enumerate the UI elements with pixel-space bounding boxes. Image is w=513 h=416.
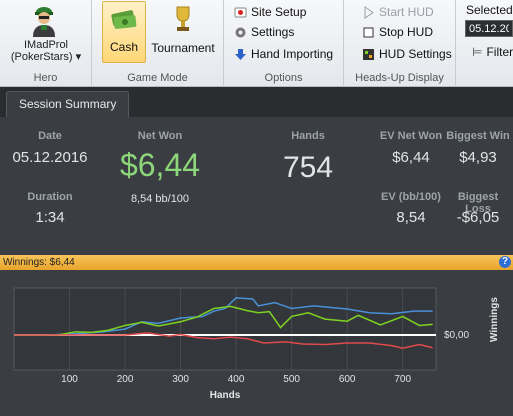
- x-tick-label: 100: [61, 374, 78, 385]
- selected-label: Selected: [466, 3, 513, 17]
- hud-settings-label: HUD Settings: [379, 47, 452, 61]
- x-tick-label: 600: [339, 374, 356, 385]
- date-value: 05.12.2016: [12, 149, 88, 166]
- y-tick-label: $0,00: [444, 330, 469, 341]
- winnings-header: Winnings: $6,44 ?: [0, 255, 513, 270]
- filter-label: Filter: [486, 45, 513, 59]
- x-tick-label: 200: [117, 374, 134, 385]
- stop-icon: [363, 27, 374, 37]
- filter-button[interactable]: ⊨ Filter: [472, 44, 513, 60]
- options-group: Site Setup Settings Hand Importing Optio…: [224, 0, 344, 87]
- duration-value: 1:34: [35, 209, 65, 226]
- biggest-loss-value: -$6,05: [456, 209, 500, 226]
- tournament-label: Tournament: [151, 41, 215, 55]
- settings-label: Settings: [251, 25, 295, 39]
- ev-bb-value: 8,54: [396, 209, 426, 226]
- cash-button[interactable]: Cash: [102, 1, 146, 63]
- play-icon: [364, 5, 374, 19]
- tournament-button[interactable]: Tournament: [148, 1, 218, 63]
- tab-bar: Session Summary: [0, 87, 513, 117]
- stop-hud-button[interactable]: Stop HUD: [362, 24, 433, 40]
- net-won-bb-value: 8,54 bb/100: [130, 193, 190, 205]
- trophy-icon: [176, 6, 190, 31]
- series-group: [14, 297, 433, 350]
- settings-button[interactable]: Settings: [234, 24, 294, 40]
- hud-settings-button[interactable]: HUD Settings: [362, 46, 452, 62]
- ribbon-toolbar: IMadProl (PokerStars) ▾ Hero Cash Tourna…: [0, 0, 513, 87]
- ev-net-won-label: EV Net Won: [379, 130, 443, 142]
- help-icon[interactable]: ?: [499, 256, 511, 268]
- stop-hud-label: Stop HUD: [379, 25, 434, 39]
- plot-area: [13, 287, 437, 371]
- hands-value: 754: [282, 151, 334, 184]
- cash-label: Cash: [109, 40, 138, 54]
- winnings-chart: 100 200 300 400 500 600 700 $0,00 Winnings Han…: [0, 270, 513, 416]
- biggest-win-value: $4,93: [459, 149, 497, 166]
- net-won-label: Net Won: [137, 130, 183, 142]
- biggest-loss-label: Biggest Loss: [457, 191, 499, 215]
- ev-net-won-value: $6,44: [392, 149, 430, 166]
- biggest-win-label: Biggest Win: [446, 130, 510, 142]
- filter-icon: ⊨: [472, 45, 483, 59]
- x-tick-label: 700: [394, 374, 411, 385]
- hero-selector[interactable]: IMadProl (PokerStars) ▾: [0, 39, 92, 63]
- hero-site: (PokerStars): [10, 51, 73, 63]
- site-setup-button[interactable]: Site Setup: [234, 4, 306, 20]
- site-setup-label: Site Setup: [251, 5, 307, 19]
- money-icon: [111, 10, 137, 29]
- hero-group: IMadProl (PokerStars) ▾ Hero: [0, 0, 92, 87]
- series-line-3: [14, 332, 433, 350]
- hero-group-label: Hero: [33, 72, 58, 84]
- tab-session-summary[interactable]: Session Summary: [6, 91, 130, 117]
- site-setup-icon: [234, 7, 247, 17]
- net-won-value: $6,44: [119, 147, 201, 183]
- game-mode-group-label: Game Mode: [127, 72, 188, 84]
- import-arrow-icon: [235, 48, 246, 60]
- x-axis-label: Hands: [210, 390, 241, 401]
- hand-importing-button[interactable]: Hand Importing: [234, 46, 333, 62]
- x-tick-label: 300: [172, 374, 189, 385]
- ev-bb-label: EV (bb/100): [381, 191, 441, 203]
- hands-label: Hands: [291, 130, 325, 142]
- gear-icon: [235, 27, 246, 37]
- winnings-label: Winnings: $6,44: [3, 257, 75, 268]
- hud-group: Start HUD Stop HUD HUD Settings Heads-Up…: [344, 0, 456, 87]
- selected-date-input[interactable]: [465, 20, 513, 37]
- game-mode-group: Cash Tournament Game Mode: [92, 0, 224, 87]
- x-tick-labels: 100 200 300 400 500 600 700: [61, 374, 411, 385]
- date-label: Date: [38, 130, 62, 142]
- hand-importing-label: Hand Importing: [251, 47, 334, 61]
- hud-group-label: Heads-Up Display: [355, 72, 444, 84]
- session-summary-panel: Date 05.12.2016 Duration 1:34 Net Won $6…: [0, 117, 513, 255]
- duration-label: Duration: [27, 191, 73, 203]
- options-group-label: Options: [264, 72, 303, 84]
- hud-settings-icon: [363, 48, 374, 60]
- x-tick-label: 500: [283, 374, 300, 385]
- hero-avatar-icon[interactable]: [30, 3, 58, 37]
- chevron-down-icon[interactable]: ▾: [75, 51, 82, 63]
- series-line-1: [14, 297, 433, 336]
- hero-name: IMadProl: [23, 39, 69, 51]
- start-hud-button[interactable]: Start HUD: [362, 4, 434, 20]
- y-axis-label: Winnings: [489, 297, 500, 342]
- x-tick-label: 400: [228, 374, 245, 385]
- start-hud-label: Start HUD: [379, 5, 434, 19]
- series-line-2: [14, 305, 433, 336]
